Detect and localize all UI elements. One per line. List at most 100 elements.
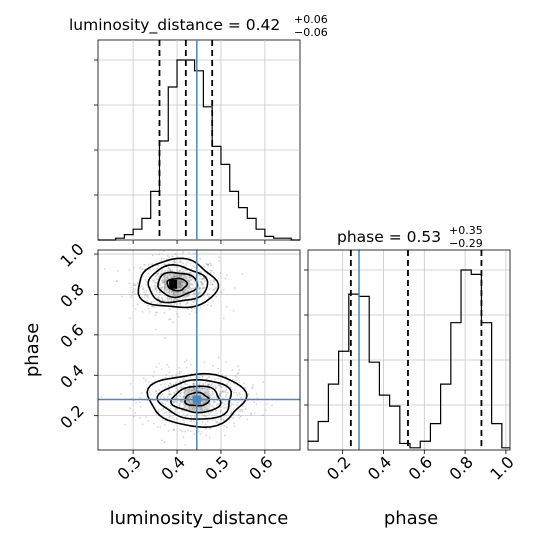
sample-point — [229, 386, 232, 389]
sample-point — [163, 250, 165, 252]
sample-point — [213, 400, 215, 403]
sample-point — [201, 277, 204, 280]
sample-point — [212, 289, 215, 291]
sample-point — [173, 293, 176, 296]
sample-point — [209, 427, 211, 430]
sample-point — [194, 266, 196, 269]
sample-point — [162, 407, 165, 409]
sample-point — [193, 387, 195, 390]
sample-point — [190, 402, 193, 405]
sample-point — [164, 280, 166, 283]
sample-point — [219, 411, 222, 414]
ld-histogram — [98, 59, 300, 241]
sample-point — [168, 371, 171, 374]
phase-quantile-lines — [349, 250, 483, 450]
phase-xtick-label-4: 1.0 — [486, 452, 517, 483]
sample-point — [224, 434, 226, 437]
sample-point — [201, 420, 204, 423]
sample-point — [183, 406, 185, 409]
sample-point — [163, 276, 166, 279]
sample-point — [149, 268, 151, 270]
sample-point — [183, 281, 186, 283]
sample-point — [155, 281, 157, 284]
sample-point — [197, 376, 200, 379]
sample-point — [162, 377, 164, 380]
sample-point — [166, 276, 168, 279]
sample-point — [211, 397, 214, 399]
sample-point — [181, 379, 184, 382]
sample-point — [199, 307, 202, 309]
sample-point — [163, 396, 165, 399]
sample-point — [178, 371, 181, 373]
sample-point — [176, 269, 179, 272]
sample-point — [199, 403, 202, 406]
sample-point — [173, 266, 176, 268]
sample-point — [121, 295, 124, 298]
sample-point — [186, 396, 189, 399]
sample-point — [188, 390, 190, 393]
sample-point — [212, 401, 215, 404]
sample-point — [233, 422, 235, 424]
sample-point — [236, 404, 238, 407]
sample-point — [217, 384, 220, 387]
sample-point — [170, 290, 173, 293]
sample-point — [223, 390, 225, 393]
sample-point — [181, 298, 184, 301]
sample-point — [179, 275, 181, 277]
sample-point — [186, 389, 189, 392]
sample-point — [130, 296, 132, 299]
sample-point — [194, 415, 196, 418]
sample-point — [150, 300, 153, 303]
sample-point — [172, 290, 174, 293]
sample-point — [160, 286, 163, 289]
sample-point — [180, 430, 183, 433]
ld-quantile-lines — [158, 40, 214, 240]
sample-point — [166, 399, 169, 402]
sample-point — [205, 392, 207, 395]
sample-point — [204, 406, 206, 408]
sample-point — [156, 273, 159, 276]
density-cell — [181, 272, 191, 281]
sample-point — [199, 290, 202, 293]
sample-point — [207, 383, 209, 386]
sample-point — [174, 298, 177, 301]
density-cell — [181, 288, 191, 297]
sample-point — [166, 277, 169, 280]
sample-point — [193, 280, 195, 283]
sample-point — [213, 378, 216, 381]
sample-point — [163, 281, 165, 284]
sample-point — [172, 260, 175, 263]
sample-point — [190, 287, 193, 290]
sample-point — [205, 414, 208, 417]
sample-point — [227, 380, 230, 383]
sample-point — [232, 417, 235, 420]
sample-point — [172, 274, 175, 277]
joint-x-ticks: 0.3 0.4 0.5 0.6 — [114, 450, 277, 484]
sample-point — [264, 409, 267, 411]
sample-point — [222, 317, 225, 320]
sample-point — [185, 393, 188, 395]
sample-point — [190, 307, 193, 310]
sample-point — [236, 394, 239, 397]
sample-point — [205, 399, 208, 402]
sample-point — [187, 399, 190, 402]
sample-point — [207, 263, 210, 266]
sample-point — [168, 289, 171, 292]
sample-point — [164, 286, 166, 288]
sample-point — [225, 388, 228, 391]
sample-point — [134, 308, 137, 310]
sample-point — [200, 406, 203, 408]
phase-ytick-label-0: 0.2 — [56, 401, 87, 432]
sample-point — [215, 387, 217, 390]
sample-point — [183, 421, 186, 424]
sample-point — [203, 408, 206, 411]
sample-point — [255, 393, 258, 395]
sample-point — [210, 410, 213, 413]
sample-point — [191, 408, 194, 411]
sample-point — [212, 405, 214, 408]
sample-point — [164, 383, 166, 385]
sample-point — [238, 392, 240, 394]
sample-point — [209, 396, 211, 399]
sample-point — [212, 364, 214, 367]
sample-point — [183, 382, 186, 385]
